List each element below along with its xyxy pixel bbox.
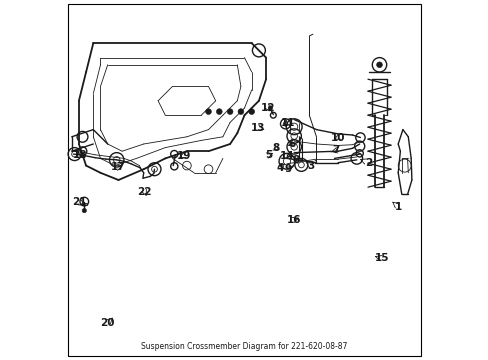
Text: 20: 20	[100, 318, 114, 328]
Text: 8: 8	[291, 155, 299, 165]
Text: 2: 2	[365, 158, 371, 168]
Circle shape	[216, 109, 222, 114]
Text: 13: 13	[250, 123, 265, 133]
Circle shape	[248, 109, 254, 114]
Text: 12: 12	[260, 103, 275, 113]
Circle shape	[227, 109, 232, 114]
Text: 15: 15	[374, 253, 388, 264]
Text: 11: 11	[280, 118, 294, 128]
Text: 18: 18	[72, 150, 87, 160]
Text: 4: 4	[276, 163, 283, 174]
Text: 17: 17	[110, 162, 125, 172]
Circle shape	[376, 62, 382, 68]
Text: 19: 19	[177, 150, 191, 161]
Text: 6: 6	[288, 139, 295, 149]
Circle shape	[82, 208, 86, 213]
Text: 7: 7	[332, 145, 339, 156]
Text: 5: 5	[265, 150, 272, 160]
Circle shape	[205, 109, 211, 114]
Text: 14: 14	[279, 150, 294, 161]
Text: 3: 3	[307, 161, 314, 171]
Text: Suspension Crossmember Diagram for 221-620-08-87: Suspension Crossmember Diagram for 221-6…	[141, 342, 347, 351]
Circle shape	[268, 106, 272, 110]
Text: 22: 22	[137, 186, 151, 197]
Text: 21: 21	[72, 197, 87, 207]
Text: 16: 16	[286, 215, 301, 225]
Text: 8: 8	[272, 143, 279, 153]
Text: 10: 10	[330, 132, 345, 143]
Circle shape	[238, 109, 244, 114]
Text: 9: 9	[285, 164, 291, 174]
Text: 1: 1	[394, 202, 402, 212]
